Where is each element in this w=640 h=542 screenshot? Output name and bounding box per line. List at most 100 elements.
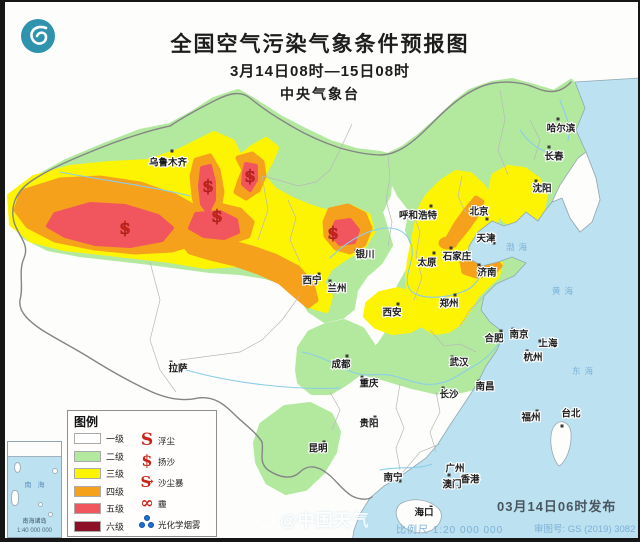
city-dot [534, 179, 538, 183]
pollution-region-level3-shenyang [488, 165, 548, 229]
inset-name: 南海诸岛 [22, 519, 47, 525]
city-label: 兰州 [327, 283, 346, 295]
city-dot [169, 360, 173, 364]
pollution-region-level2-sichuan [295, 319, 375, 395]
city-label: 北京 [469, 206, 489, 218]
legend-level-label: 四级 [106, 486, 125, 497]
city-label: 澳门 [442, 479, 461, 491]
city-dot [556, 117, 560, 121]
page-title: 全国空气污染气象条件预报图 [170, 33, 470, 56]
legend-level-label: 六级 [106, 521, 125, 532]
legend-color-swatch [74, 520, 101, 532]
city-dot [538, 339, 542, 343]
sea-name-label: 黄海 [552, 286, 577, 296]
legend-level-row: 五级 [74, 500, 136, 518]
yangsha-symbol: $ [202, 177, 214, 197]
city-dot [373, 415, 377, 419]
city-dot [477, 379, 481, 383]
legend-color-swatch [74, 433, 101, 445]
shachenbao-icon: S→ [140, 472, 154, 491]
taiwan-island [550, 421, 572, 467]
weather-china-logo-icon [256, 508, 275, 528]
yangsha-symbol: $ [119, 219, 131, 239]
yangsha-symbol: $ [327, 224, 339, 244]
city-label: 福州 [520, 412, 540, 424]
city-dot [477, 263, 481, 267]
legend-symbol-label: 光化学烟雾 [158, 519, 201, 530]
pollution-region-level2-yunnan [253, 402, 341, 495]
city-label: 银川 [355, 249, 374, 261]
city-dot [441, 386, 445, 390]
pollution-region-level5-tarim [46, 202, 174, 248]
city-label: 南昌 [475, 381, 494, 393]
legend-level-label: 三级 [106, 469, 125, 480]
inset-coastline [8, 442, 61, 457]
city-label: 广州 [445, 463, 464, 475]
inset-island [52, 468, 58, 474]
city-label: 杭州 [523, 352, 542, 364]
inset-island [38, 502, 43, 507]
city-dot [447, 473, 451, 477]
city-label: 重庆 [359, 378, 379, 390]
city-dot [499, 329, 503, 333]
sea-name-label: 东海 [572, 366, 597, 376]
province-boundaries [149, 89, 541, 479]
legend-symbol-row: $ 扬沙 [136, 451, 212, 472]
city-dot [396, 302, 400, 306]
city-dot [449, 246, 453, 250]
city-label: 海口 [414, 507, 433, 519]
legend-color-swatch [74, 485, 101, 497]
cma-logo-icon [21, 19, 55, 53]
fuchen-icon: S [140, 429, 154, 450]
city-dot [547, 145, 551, 149]
city-dot [354, 249, 358, 253]
inset-island [14, 462, 21, 473]
issue-time: 03月14日06时发布 [497, 499, 617, 514]
korea-peninsula [551, 151, 601, 233]
city-label: 拉萨 [168, 363, 188, 375]
frame-bottom [0, 538, 640, 542]
inset-scale: 1:40 000 000 [16, 528, 53, 534]
legend-level-label: 五级 [106, 504, 125, 515]
city-label: 沈阳 [532, 183, 551, 195]
yangsha-symbol: $ [244, 167, 256, 187]
frame-top [0, 0, 640, 2]
city-dot [170, 149, 174, 153]
city-label: 香港 [459, 474, 480, 486]
city-dot [461, 480, 465, 484]
city-label: 西宁 [302, 275, 322, 287]
city-label: 西安 [382, 307, 402, 319]
city-dot [511, 327, 515, 331]
watermark: @中国天气 [256, 506, 370, 531]
smog-icon [136, 514, 158, 535]
national-border-north [169, 81, 572, 156]
frame-right [638, 0, 640, 542]
city-dot [560, 424, 564, 428]
city-dot [450, 355, 454, 359]
city-dot [456, 485, 460, 489]
city-label: 贵阳 [359, 418, 378, 430]
legend-symbol-label: 浮尘 [158, 435, 176, 446]
legend-symbol-label: 霾 [158, 498, 167, 509]
pollution-region-level5-yinchuan [329, 218, 360, 246]
pollution-region-level5-arc-west [198, 164, 216, 214]
city-dot [492, 241, 496, 245]
sea-name-label: 渤海 [506, 242, 531, 252]
city-dot [485, 217, 489, 221]
city-label: 昆明 [308, 444, 328, 455]
city-label: 济南 [477, 267, 497, 279]
legend-symbol-row: 光化学烟雾 [136, 514, 212, 535]
city-label: 石家庄 [442, 251, 472, 263]
city-dot [398, 479, 402, 483]
inset-sea-label: 南海 [24, 482, 51, 489]
city-dot [453, 293, 457, 297]
south-china-sea-inset: 南海 南海诸岛 1:40 000 000 [7, 441, 62, 538]
legend-levels: 一级 二级 三级 四级 五级 六级 [74, 430, 136, 535]
pollution-region-level5-hexi [188, 210, 240, 240]
legend-symbol-row: ∞ 霾 [136, 493, 212, 514]
legend-title: 图例 [74, 415, 99, 429]
legend-color-swatch [74, 450, 101, 462]
